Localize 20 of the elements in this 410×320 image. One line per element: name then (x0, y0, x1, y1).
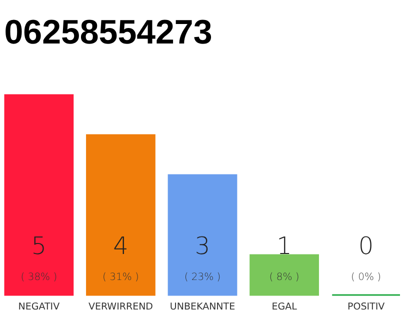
x-tick-label: VERWIRREND (88, 302, 153, 312)
data-label: 1 (276, 232, 292, 260)
x-tick-label: NEGATIV (18, 302, 60, 312)
x-tick-label: POSITIV (347, 302, 386, 312)
annotation: ( 8% ) (269, 272, 300, 283)
bar (168, 174, 238, 296)
annotation: ( 38% ) (20, 272, 58, 283)
x-tick-label: UNBEKANNTE (170, 302, 236, 312)
annotation: ( 23% ) (184, 272, 221, 283)
bar (4, 94, 74, 296)
x-tick-label: EGAL (272, 302, 298, 312)
bar (86, 134, 156, 296)
bar (250, 254, 319, 296)
data-label: 5 (31, 232, 47, 260)
annotation: ( 0% ) (351, 272, 382, 283)
chart-title: 06258554273 (4, 13, 212, 52)
data-label: 3 (194, 232, 210, 260)
data-label: 4 (113, 232, 128, 260)
data-label: 0 (358, 232, 374, 260)
annotation: ( 31% ) (102, 272, 139, 283)
